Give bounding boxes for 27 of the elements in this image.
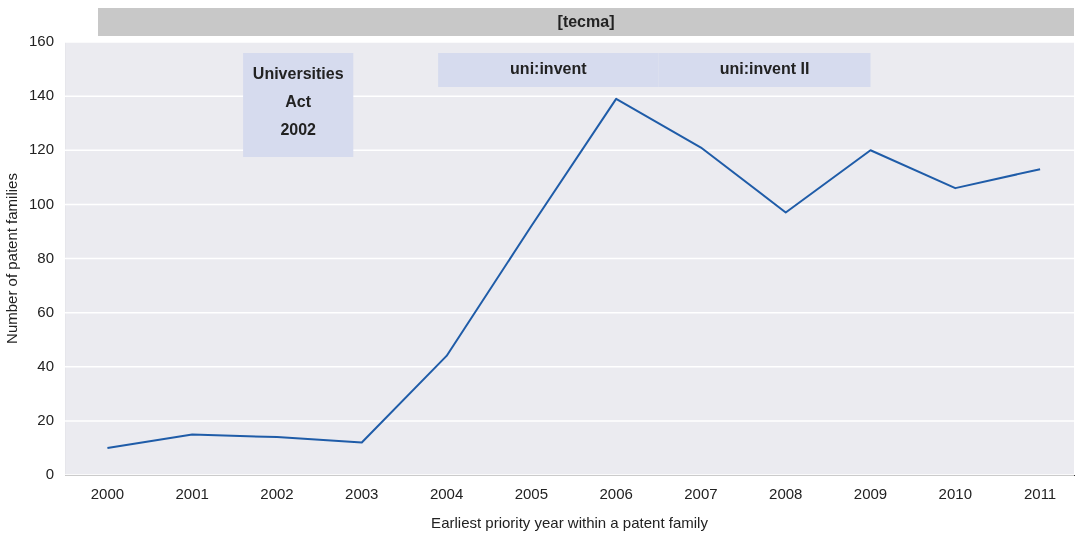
- x-tick-label: 2008: [769, 485, 803, 503]
- x-tick-label: 2000: [90, 485, 125, 503]
- x-tick-label: 2001: [175, 485, 209, 503]
- band-label: uni:invent: [510, 60, 588, 78]
- band-label: uni:invent II: [719, 60, 810, 78]
- y-tick-label: 80: [37, 248, 55, 266]
- x-tick-label: 2003: [345, 485, 379, 503]
- y-tick-label: 60: [37, 302, 55, 320]
- x-tick-label: 2011: [1023, 485, 1057, 503]
- x-axis-title: Earliest priority year within a patent family: [431, 514, 709, 532]
- x-tick-label: 2009: [853, 485, 888, 503]
- y-tick-label: 40: [37, 356, 55, 374]
- y-tick-label: 120: [29, 140, 55, 158]
- chart-title: [tecma]: [98, 8, 1074, 36]
- band-label: Universities Act 2002: [252, 65, 344, 139]
- x-tick-label: 2005: [514, 485, 549, 503]
- x-tick-label: 2007: [684, 485, 718, 503]
- x-tick-label: 2006: [599, 485, 633, 503]
- x-tick-label: 2004: [429, 485, 464, 503]
- x-tick-label: 2002: [260, 485, 294, 503]
- y-tick-label: 140: [29, 86, 55, 104]
- y-tick-label: 20: [37, 411, 55, 429]
- y-tick-label: 0: [45, 465, 55, 483]
- y-axis-title: Number of patent families: [3, 173, 21, 344]
- x-tick-label: 2010: [938, 485, 972, 503]
- y-tick-label: 160: [29, 32, 55, 50]
- y-tick-label: 100: [29, 194, 55, 212]
